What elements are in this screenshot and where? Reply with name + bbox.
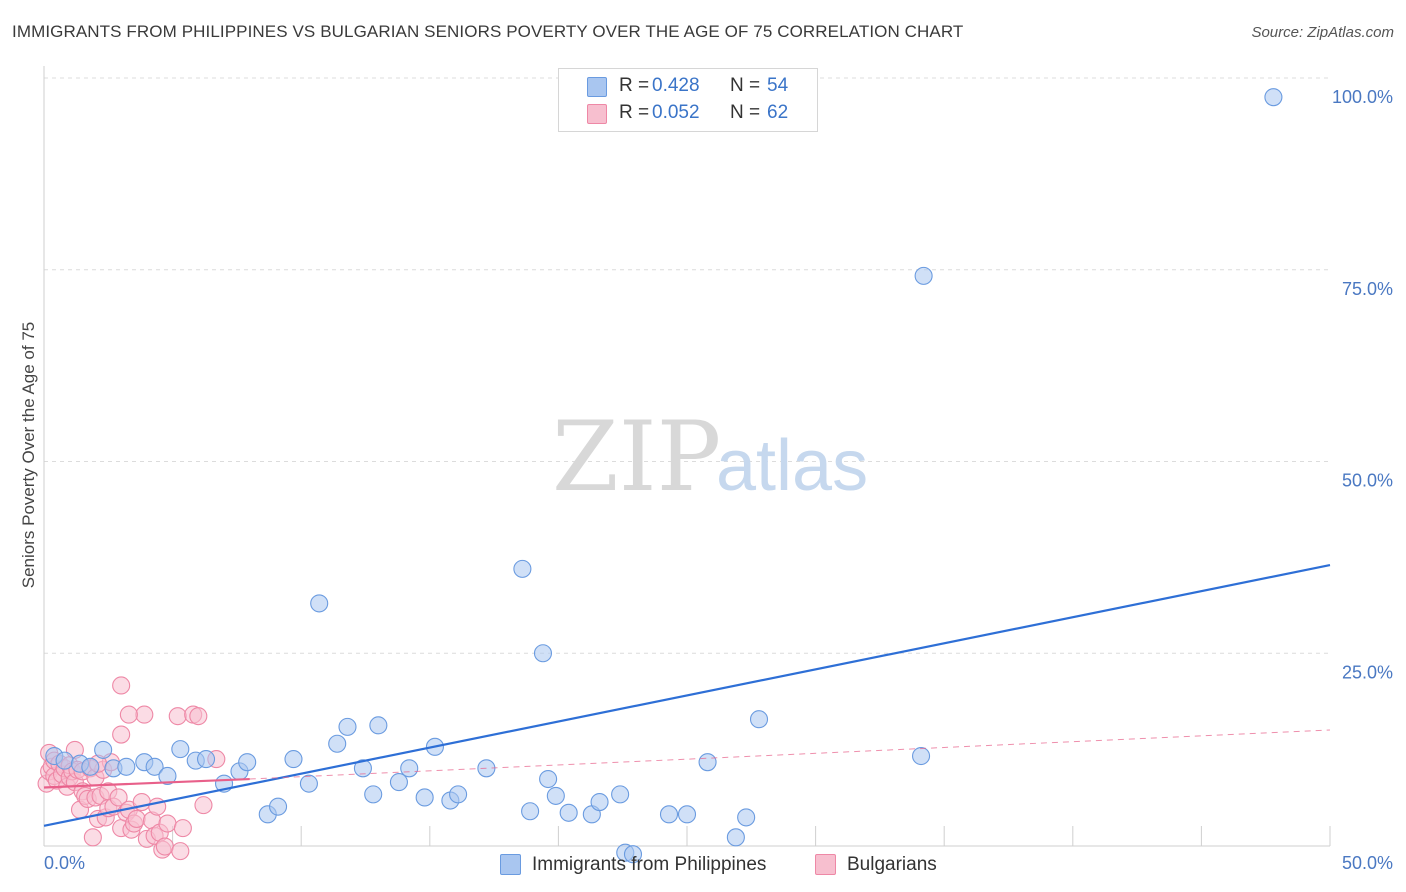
data-point xyxy=(559,803,578,822)
data-point xyxy=(310,594,329,613)
data-point xyxy=(119,705,138,724)
n-label: N = xyxy=(730,75,761,96)
data-point xyxy=(168,707,187,726)
data-point xyxy=(135,705,154,724)
data-point xyxy=(284,750,303,769)
chart-title: IMMIGRANTS FROM PHILIPPINES VS BULGARIAN… xyxy=(12,22,964,41)
legend-label: Bulgarians xyxy=(847,854,937,875)
stats-legend-row-philippines: R = 0.428 N = 54 xyxy=(559,73,817,99)
data-point xyxy=(546,786,565,805)
data-point xyxy=(145,757,164,776)
r-value: 0.052 xyxy=(652,102,700,123)
data-point xyxy=(112,725,131,744)
trend-line xyxy=(43,777,250,789)
data-point xyxy=(196,750,216,769)
data-point xyxy=(521,802,540,821)
data-point xyxy=(353,759,372,778)
y-tick-label: 100.0% xyxy=(1332,87,1393,107)
data-point xyxy=(611,785,630,804)
x-tick-label: 50.0% xyxy=(1342,853,1393,873)
legend-swatch-bulgarians xyxy=(587,104,607,124)
watermark: ZIP atlas xyxy=(552,401,868,513)
data-point xyxy=(117,757,136,776)
r-value: 0.428 xyxy=(652,75,700,96)
data-point xyxy=(94,740,113,759)
data-point xyxy=(112,676,131,695)
data-point xyxy=(539,769,558,789)
data-point xyxy=(659,805,679,824)
watermark-zip: ZIP xyxy=(552,401,721,513)
trend-line xyxy=(43,563,1331,827)
gridlines xyxy=(44,77,1330,654)
data-point xyxy=(127,809,146,828)
data-point xyxy=(83,828,102,847)
n-label: N = xyxy=(730,102,761,123)
legend-label: Immigrants from Philippines xyxy=(532,854,767,875)
watermark-atlas: atlas xyxy=(716,426,868,506)
y-tick-label: 50.0% xyxy=(1342,471,1393,491)
x-tick-label: 0.0% xyxy=(44,853,85,873)
data-point xyxy=(173,819,192,838)
legend-swatch-bulgarians xyxy=(815,854,836,875)
data-point xyxy=(55,751,74,770)
data-point xyxy=(914,266,933,285)
stats-legend-row-bulgarians: R = 0.052 N = 62 xyxy=(559,100,817,126)
trend-lines xyxy=(43,563,1331,827)
data-point xyxy=(1264,88,1283,107)
data-point xyxy=(109,788,128,807)
source-credit: Source: ZipAtlas.com xyxy=(1251,24,1394,41)
r-label: R = xyxy=(619,102,650,123)
data-point xyxy=(81,757,100,776)
y-axis-label: Seniors Poverty Over the Age of 75 xyxy=(19,322,38,588)
n-value: 62 xyxy=(767,102,789,123)
data-point xyxy=(194,796,213,815)
axes xyxy=(43,66,1331,847)
data-point xyxy=(449,785,468,804)
data-point xyxy=(299,774,318,793)
data-point xyxy=(158,814,177,833)
data-point xyxy=(737,808,756,827)
r-label: R = xyxy=(619,75,650,96)
legend-swatch-philippines xyxy=(500,854,521,875)
data-point xyxy=(533,644,553,663)
data-point xyxy=(623,845,643,864)
data-point xyxy=(912,746,931,766)
data-point xyxy=(415,788,434,807)
data-point xyxy=(364,785,383,804)
data-point xyxy=(400,759,419,778)
data-point xyxy=(171,740,190,759)
y-tick-label: 25.0% xyxy=(1342,662,1393,682)
data-point xyxy=(590,792,609,812)
data-point xyxy=(238,753,257,772)
data-point xyxy=(677,805,697,824)
data-point xyxy=(328,734,347,753)
data-point xyxy=(726,828,745,847)
data-point xyxy=(158,766,177,786)
n-value: 54 xyxy=(767,75,789,96)
tick-labels: 100.0% 75.0% 50.0% 25.0% 0.0% 50.0% xyxy=(44,87,1393,873)
data-point xyxy=(749,710,769,729)
data-point xyxy=(369,716,388,735)
y-tick-label: 75.0% xyxy=(1342,279,1393,299)
data-point xyxy=(338,717,357,736)
trend-line-extension xyxy=(249,729,1331,780)
data-point xyxy=(698,753,717,772)
series-legend: Immigrants from Philippines Bulgarians xyxy=(0,852,1406,878)
data-point xyxy=(189,707,208,726)
stats-legend: R = 0.428 N = 54 R = 0.052 N = 62 xyxy=(558,68,818,132)
data-point xyxy=(513,559,532,578)
data-point xyxy=(389,773,408,792)
data-point xyxy=(269,797,288,816)
data-point xyxy=(171,842,190,861)
legend-swatch-philippines xyxy=(587,77,607,97)
